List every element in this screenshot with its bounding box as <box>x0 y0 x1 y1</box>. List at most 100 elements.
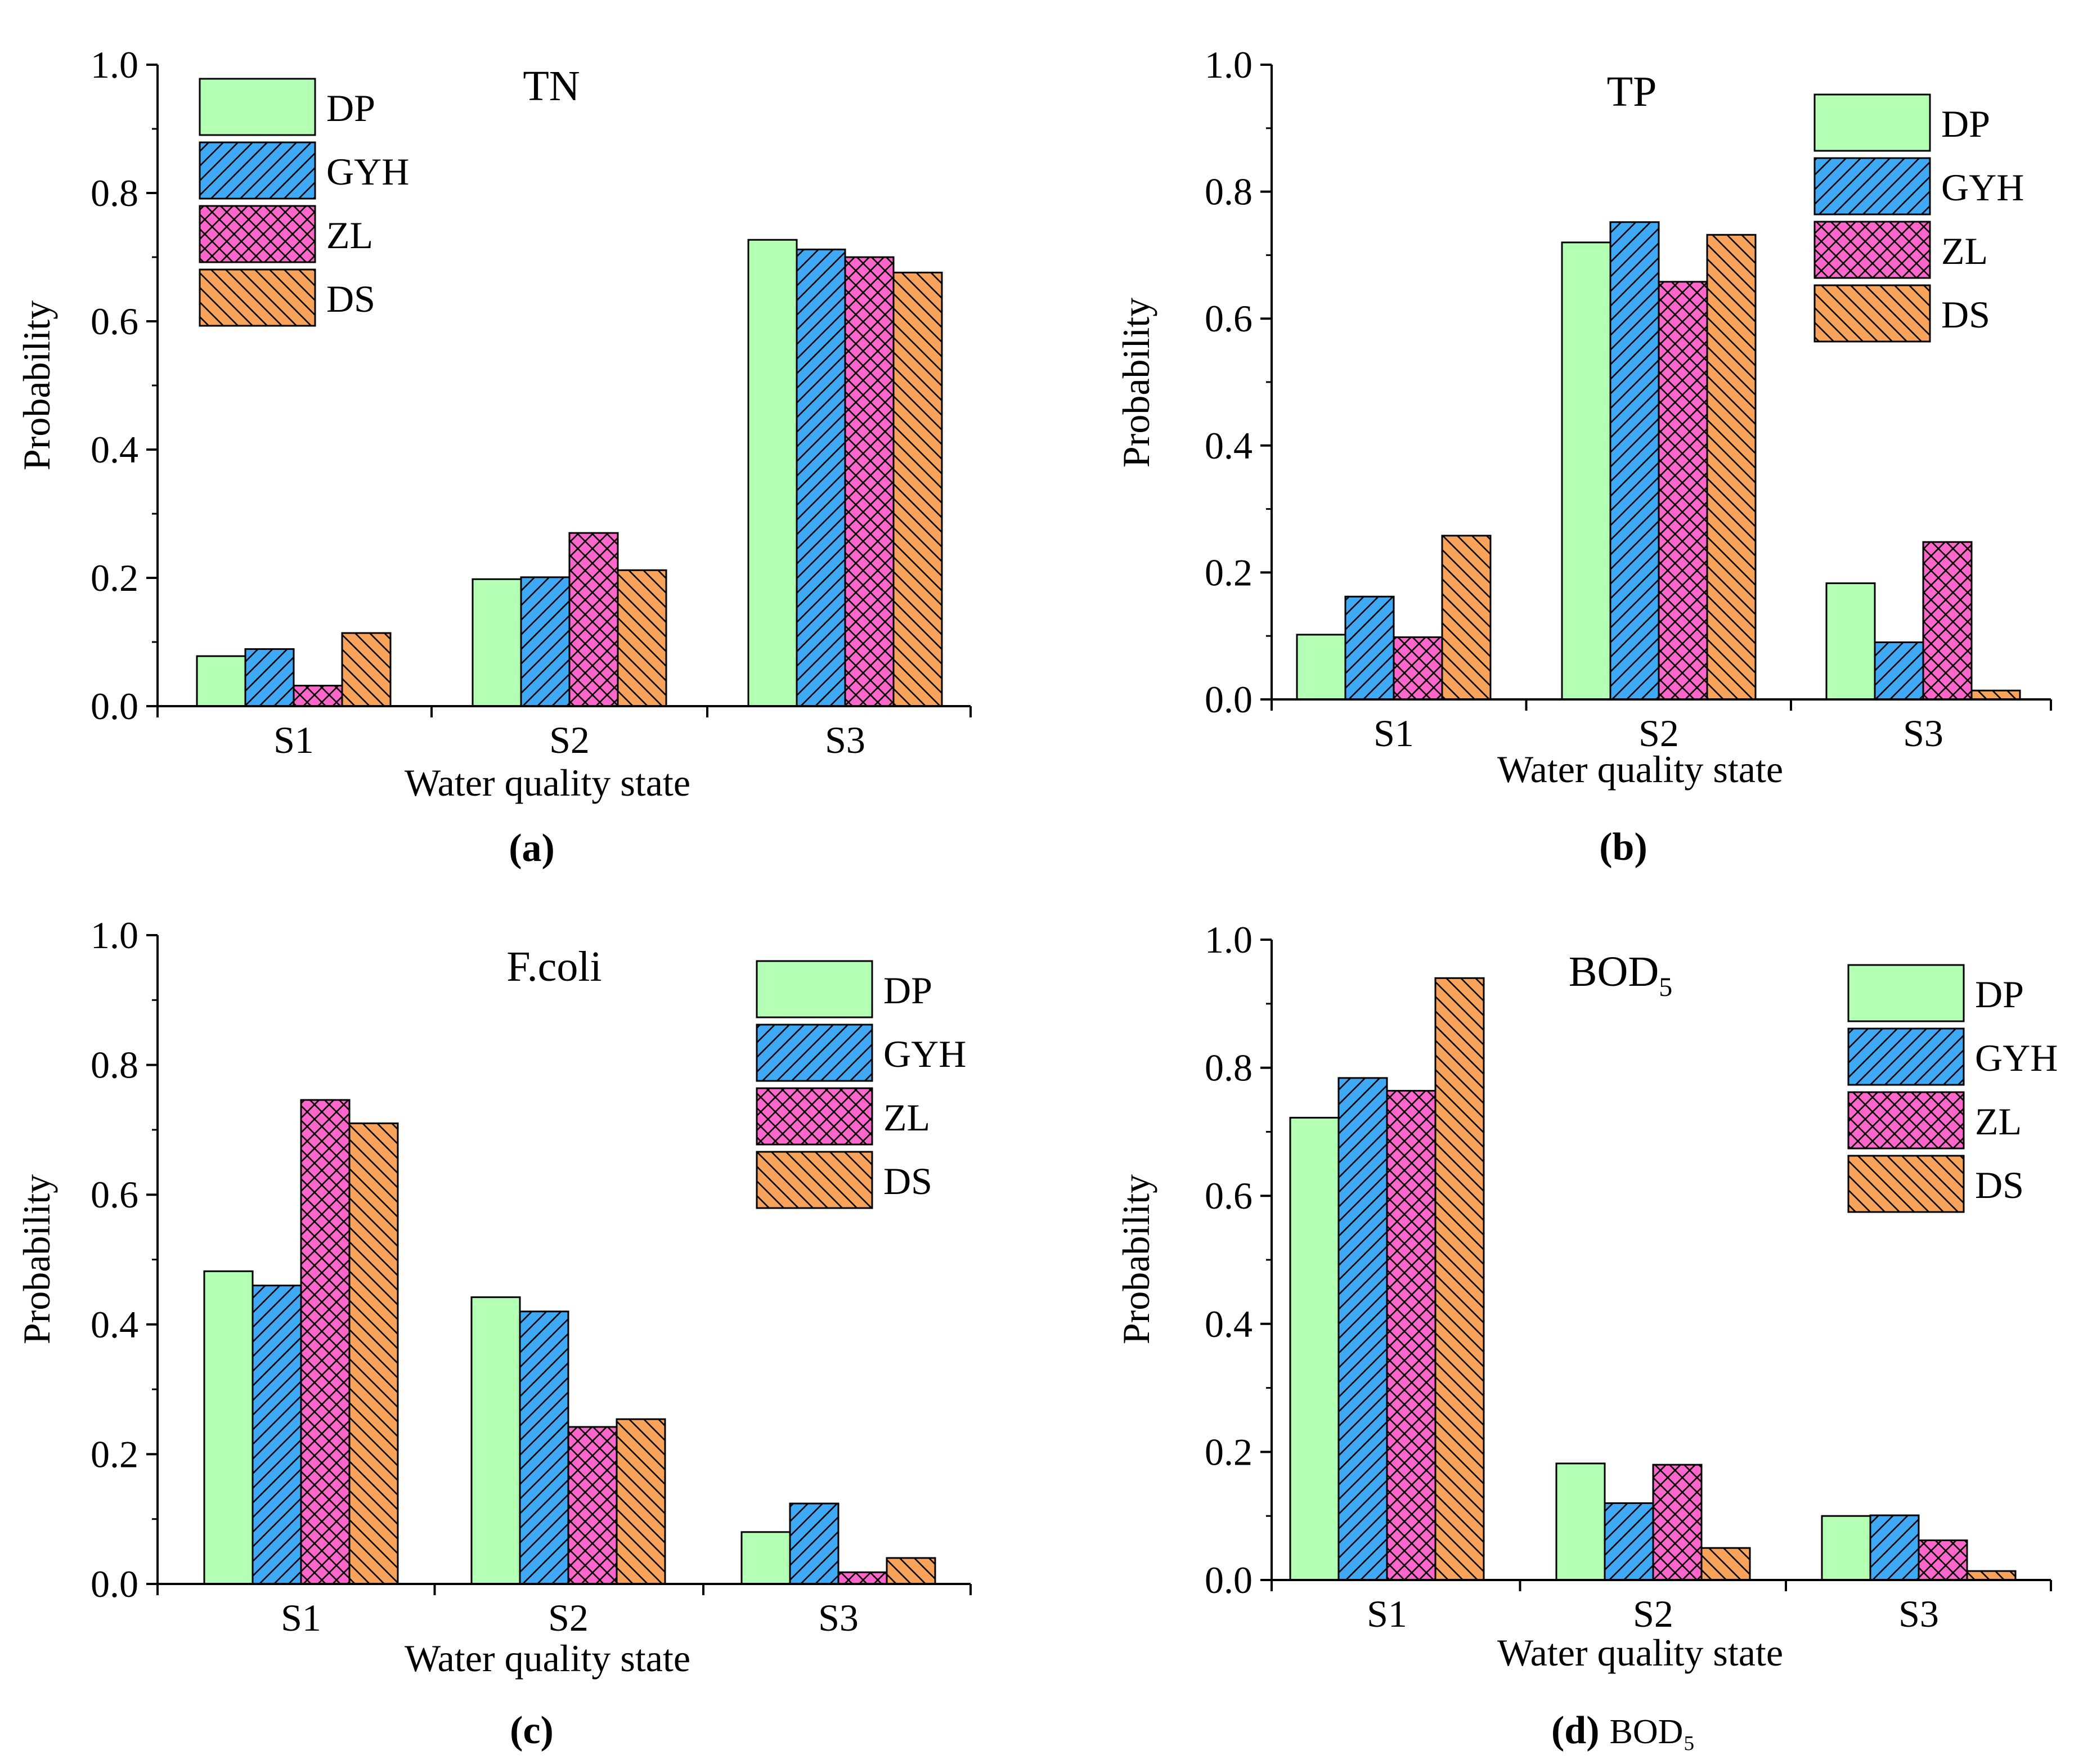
y-tick-label: 0.4 <box>1205 1303 1253 1345</box>
y-tick-label: 0.8 <box>91 1044 138 1087</box>
legend-swatch-DS <box>1847 1155 1965 1213</box>
y-tick-label: 0.6 <box>1205 297 1253 340</box>
legend-label-DS: DS <box>883 1160 932 1202</box>
bar-DS-S2 <box>617 569 667 707</box>
chart-panel-3: 0.0 0.2 0.4 0.6 0.8 1.0 S1 S2 S3 Water quality st… <box>15 914 972 1752</box>
bar-GYH-S1 <box>244 648 295 707</box>
chart-title-main: TN <box>523 62 580 110</box>
panel-caption: (d) BOD₅ <box>1551 1709 1695 1752</box>
y-tick-label: 0.2 <box>1205 1430 1253 1473</box>
y-tick-label: 0.4 <box>91 428 138 471</box>
legend-swatch-DS <box>756 1151 873 1209</box>
bar-DP-S2 <box>1555 1462 1606 1581</box>
panel-caption: (a) <box>509 827 555 870</box>
bar-ZL-S3 <box>1918 1539 1968 1581</box>
legend-label-DP: DP <box>1941 102 1990 145</box>
panel-caption-label: (b) <box>1599 825 1647 869</box>
legend-swatch-GYH <box>1813 157 1931 216</box>
chart-title: TN <box>523 62 580 110</box>
legend-label-GYH: GYH <box>883 1033 966 1075</box>
legend-label-DP: DP <box>1975 973 2024 1016</box>
bar-GYH-S2 <box>520 576 571 707</box>
bar-GYH-S2 <box>1609 221 1660 701</box>
x-tick-label: S1 <box>281 1596 321 1639</box>
legend-swatch-DP <box>1813 93 1931 152</box>
y-tick-label: 0.4 <box>1205 424 1253 467</box>
y-tick-label: 1.0 <box>1205 43 1253 86</box>
y-axis-label: Probability <box>15 1174 58 1344</box>
legend-label-ZL: ZL <box>1975 1100 2022 1143</box>
x-tick-label: S1 <box>1373 712 1414 755</box>
y-tick-label: 0.2 <box>91 556 138 599</box>
chart-panel-2: 0.0 0.2 0.4 0.6 0.8 1.0 S1 S2 S3 Water quality st… <box>1115 43 2052 869</box>
legend: DP GYH ZL DS <box>756 960 966 1209</box>
y-tick-label: 0.6 <box>1205 1174 1253 1217</box>
x-tick-label: S2 <box>548 1596 589 1639</box>
legend-swatch-DP <box>199 78 316 136</box>
bar-ZL-S1 <box>1393 636 1443 701</box>
x-axis-label: Water quality state <box>405 761 690 804</box>
legend-swatch-ZL <box>756 1087 873 1146</box>
bar-DS-S2 <box>1706 234 1757 701</box>
bar-DS-S3 <box>1966 1570 2017 1581</box>
y-axis-label: Probability <box>15 300 58 470</box>
legend-swatch-ZL <box>1847 1091 1965 1150</box>
legend-swatch-DS <box>1813 284 1931 343</box>
y-tick-label: 0.0 <box>1205 1559 1253 1601</box>
legend-label-GYH: GYH <box>1975 1036 2058 1079</box>
bar-ZL-S3 <box>844 256 895 707</box>
chart-title-main: F.coli <box>506 943 601 990</box>
y-tick-label: 0.8 <box>1205 170 1253 213</box>
x-tick-label: S3 <box>818 1596 859 1639</box>
legend-swatch-ZL <box>199 205 316 263</box>
legend-label-GYH: GYH <box>1941 166 2024 209</box>
y-tick-label: 0.6 <box>91 300 138 343</box>
legend-label-DS: DS <box>1941 293 1990 336</box>
x-tick-label: S1 <box>273 719 314 761</box>
chart-title: BOD5 <box>1569 948 1672 1002</box>
chart-panel-1: 0.0 0.2 0.4 0.6 0.8 1.0 S1 S2 S3 Water quality st… <box>15 43 972 870</box>
y-tick-label: 1.0 <box>91 43 138 86</box>
bar-GYH-S2 <box>1604 1502 1654 1581</box>
y-tick-label: 0.2 <box>91 1433 138 1475</box>
panel-caption: (b) <box>1599 825 1647 869</box>
bar-ZL-S1 <box>300 1099 351 1585</box>
x-tick-label: S1 <box>1367 1592 1407 1635</box>
bar-GYH-S1 <box>1344 595 1395 701</box>
legend-label-DS: DS <box>326 277 375 320</box>
bar-DS-S1 <box>341 632 392 707</box>
bar-GYH-S2 <box>519 1310 569 1585</box>
legend: DP GYH ZL DS <box>199 78 409 327</box>
bar-DP-S1 <box>1289 1116 1340 1581</box>
y-tick-label: 0.6 <box>91 1173 138 1216</box>
legend-swatch-ZL <box>1813 221 1931 279</box>
bar-ZL-S1 <box>293 685 343 707</box>
chart-title-subscript: 5 <box>1659 972 1672 1002</box>
bar-ZL-S2 <box>568 532 619 707</box>
bar-DP-S2 <box>1561 241 1611 701</box>
bar-DS-S3 <box>1970 689 2021 701</box>
bar-DS-S1 <box>1441 535 1492 701</box>
y-tick-label: 0.8 <box>91 172 138 214</box>
panel-caption-label: (a) <box>509 827 555 870</box>
legend-label-DP: DP <box>326 87 375 129</box>
x-tick-label: S3 <box>825 719 865 761</box>
y-tick-label: 0.2 <box>1205 551 1253 594</box>
bar-GYH-S3 <box>1874 641 1924 701</box>
bar-DP-S2 <box>470 1296 521 1585</box>
legend-label-GYH: GYH <box>326 150 409 193</box>
bar-DP-S3 <box>740 1531 791 1585</box>
bar-DS-S2 <box>616 1418 666 1585</box>
legend-label-ZL: ZL <box>326 214 373 257</box>
legend: DP GYH ZL DS <box>1847 964 2058 1213</box>
legend-swatch-GYH <box>1847 1027 1965 1086</box>
bar-DS-S3 <box>886 1557 936 1585</box>
legend-swatch-GYH <box>756 1024 873 1082</box>
legend: DP GYH ZL DS <box>1813 93 2024 343</box>
chart-title: F.coli <box>506 943 601 990</box>
chart-title-main: BOD <box>1569 948 1659 995</box>
bar-DS-S1 <box>348 1122 399 1585</box>
bar-DP-S3 <box>747 239 798 707</box>
x-axis-label: Water quality state <box>1497 1631 1783 1674</box>
x-tick-label: S2 <box>549 719 590 761</box>
